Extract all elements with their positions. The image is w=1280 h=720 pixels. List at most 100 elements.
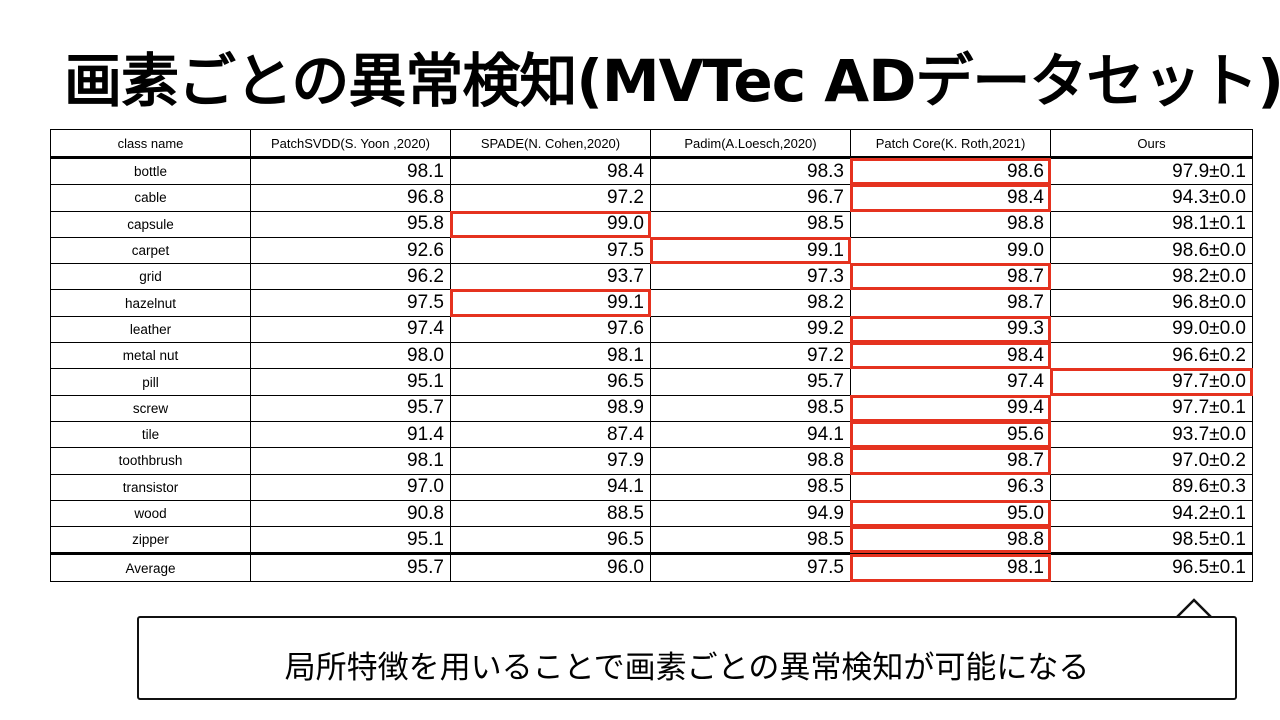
score-cell: 97.7±0.1 — [1050, 394, 1253, 422]
header-spade: SPADE(N. Cohen,2020) — [450, 129, 651, 159]
score-cell: 98.8 — [850, 210, 1051, 238]
score-cell: 93.7 — [450, 263, 651, 291]
header-row: class name PatchSVDD(S. Yoon ,2020) SPAD… — [50, 129, 1253, 159]
table-row: toothbrush 98.1 97.9 98.8 98.7 97.0±0.2 — [50, 447, 1253, 476]
score-cell: 98.5±0.1 — [1050, 526, 1253, 555]
score-cell: 91.4 — [250, 420, 451, 449]
score-cell: 97.4 — [250, 315, 451, 344]
score-cell: 92.6 — [250, 236, 451, 265]
score-cell: 98.7 — [850, 289, 1051, 317]
class-name-cell: tile — [50, 420, 251, 449]
table-row: hazelnut 97.5 99.1 98.2 98.7 96.8±0.0 — [50, 289, 1253, 318]
score-cell: 96.8±0.0 — [1050, 289, 1253, 317]
score-cell: 96.0 — [450, 552, 651, 582]
score-cell: 96.5 — [450, 368, 651, 396]
best-score-cell: 98.8 — [850, 526, 1052, 555]
score-cell: 98.8 — [650, 447, 851, 475]
score-cell: 96.6±0.2 — [1050, 342, 1253, 370]
score-cell: 98.1 — [250, 447, 451, 475]
score-cell: 98.9 — [450, 394, 651, 422]
score-cell: 97.0 — [250, 473, 451, 501]
table-row: zipper 95.1 96.5 98.5 98.8 98.5±0.1 — [50, 526, 1253, 555]
table-row: tile 91.4 87.4 94.1 95.6 93.7±0.0 — [50, 420, 1253, 450]
class-name-cell: capsule — [50, 210, 251, 238]
header-class-name: class name — [50, 129, 251, 159]
score-cell: 98.1 — [250, 156, 451, 186]
table-row: wood 90.8 88.5 94.9 95.0 94.2±0.1 — [50, 499, 1253, 528]
score-cell: 96.8 — [250, 184, 451, 212]
class-name-cell: hazelnut — [50, 289, 251, 317]
score-cell: 98.5 — [650, 473, 851, 501]
score-cell: 98.6±0.0 — [1050, 236, 1253, 265]
table-row: screw 95.7 98.9 98.5 99.4 97.7±0.1 — [50, 394, 1253, 423]
score-cell: 87.4 — [450, 420, 651, 449]
best-score-cell: 99.1 — [650, 236, 852, 265]
score-cell: 94.2±0.1 — [1050, 499, 1253, 528]
slide-title: 画素ごとの異常検知(MVTec ADデータセット) — [64, 47, 1280, 115]
table-row: carpet 92.6 97.5 99.1 99.0 98.6±0.0 — [50, 236, 1253, 265]
score-cell: 97.4 — [850, 368, 1051, 396]
score-cell: 96.5±0.1 — [1050, 552, 1253, 582]
score-cell: 97.2 — [450, 184, 651, 212]
score-cell: 98.1 — [450, 342, 651, 370]
score-cell: 96.2 — [250, 263, 451, 291]
class-name-cell: metal nut — [50, 342, 251, 370]
class-name-cell: grid — [50, 263, 251, 291]
score-cell: 95.7 — [650, 368, 851, 396]
callout-text: 局所特徴を用いることで画素ごとの異常検知が可能になる — [284, 650, 1090, 686]
table-body: bottle 98.1 98.4 98.3 98.6 97.9±0.1 cable 96.8 9… — [50, 156, 1254, 584]
table-row: bottle 98.1 98.4 98.3 98.6 97.9±0.1 — [50, 156, 1253, 186]
score-cell: 95.1 — [250, 368, 451, 396]
score-cell: 95.7 — [250, 552, 451, 582]
score-cell: 97.5 — [250, 289, 451, 317]
score-cell: 88.5 — [450, 499, 651, 528]
score-cell: 94.1 — [650, 420, 851, 449]
best-score-cell: 98.7 — [850, 263, 1052, 292]
class-name-cell: wood — [50, 499, 251, 528]
header-patchsvdd: PatchSVDD(S. Yoon ,2020) — [250, 129, 451, 159]
header-ours: Ours — [1050, 129, 1253, 159]
score-cell: 98.0 — [250, 342, 451, 370]
score-cell: 99.2 — [650, 315, 851, 344]
score-cell: 98.2±0.0 — [1050, 263, 1253, 291]
score-cell: 97.0±0.2 — [1050, 447, 1253, 475]
best-score-cell: 98.1 — [850, 552, 1052, 584]
score-cell: 99.0 — [850, 236, 1051, 265]
best-score-cell: 95.6 — [850, 420, 1052, 450]
class-name-cell: bottle — [50, 156, 251, 186]
score-cell: 97.9 — [450, 447, 651, 475]
class-name-cell: toothbrush — [50, 447, 251, 475]
score-cell: 98.5 — [650, 394, 851, 422]
score-cell: 97.5 — [650, 552, 851, 582]
score-cell: 97.5 — [450, 236, 651, 265]
table-row: grid 96.2 93.7 97.3 98.7 98.2±0.0 — [50, 263, 1253, 292]
score-cell: 97.3 — [650, 263, 851, 291]
score-cell: 98.2 — [650, 289, 851, 317]
score-cell: 94.1 — [450, 473, 651, 501]
score-cell: 90.8 — [250, 499, 451, 528]
score-cell: 97.6 — [450, 315, 651, 344]
class-name-cell: leather — [50, 315, 251, 344]
best-score-cell: 98.7 — [850, 447, 1052, 476]
score-cell: 94.9 — [650, 499, 851, 528]
score-cell: 97.9±0.1 — [1050, 156, 1253, 186]
class-name-cell: carpet — [50, 236, 251, 265]
class-name-cell: screw — [50, 394, 251, 422]
score-cell: 98.4 — [450, 156, 651, 186]
table-row: metal nut 98.0 98.1 97.2 98.4 96.6±0.2 — [50, 342, 1253, 371]
score-cell: 98.5 — [650, 210, 851, 238]
class-name-cell: Average — [50, 552, 251, 582]
score-cell: 95.8 — [250, 210, 451, 238]
header-patchcore: Patch Core(K. Roth,2021) — [850, 129, 1051, 159]
table-row: pill 95.1 96.5 95.7 97.4 97.7±0.0 — [50, 368, 1254, 397]
score-cell: 97.2 — [650, 342, 851, 370]
class-name-cell: pill — [50, 368, 251, 396]
average-row: Average 95.7 96.0 97.5 98.1 96.5±0.1 — [50, 552, 1253, 584]
best-score-cell: 99.0 — [450, 210, 652, 239]
best-score-cell: 98.4 — [850, 184, 1052, 213]
table-row: transistor 97.0 94.1 98.5 96.3 89.6±0.3 — [50, 473, 1253, 501]
score-cell: 98.5 — [650, 526, 851, 555]
score-cell: 96.7 — [650, 184, 851, 212]
score-cell: 89.6±0.3 — [1050, 473, 1253, 501]
score-cell: 93.7±0.0 — [1050, 420, 1253, 449]
